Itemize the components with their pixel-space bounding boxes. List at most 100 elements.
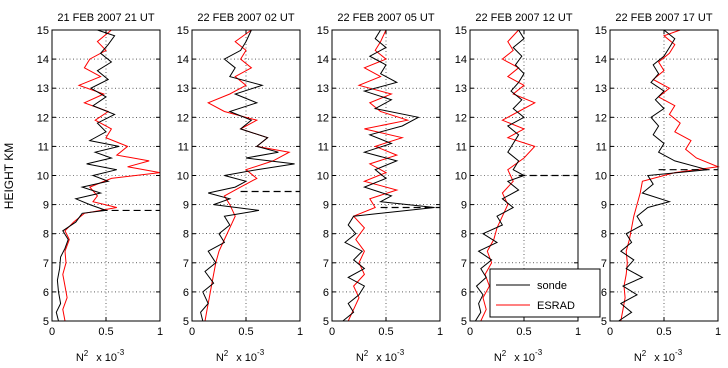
y-tick-label: 14 [455, 54, 467, 66]
y-tick-label: 13 [177, 83, 189, 95]
y-tick-label: 9 [323, 200, 329, 212]
x-axis-label: N2 x 10-3 [634, 348, 683, 364]
x-axis-scale-exponent: -3 [257, 348, 265, 357]
y-tick-label: 14 [317, 54, 329, 66]
x-tick-label: 0.5 [378, 326, 393, 338]
y-tick-label: 11 [318, 141, 329, 153]
x-axis-scale-exponent: -3 [397, 348, 405, 357]
panel-1: 5 6 7 8 9 10 11 12 13 14 15 0 0.5 1 21 FEB 2007 21 UT N… [37, 12, 163, 364]
x-tick-label: 0 [189, 326, 195, 338]
y-tick-label: 15 [455, 25, 467, 37]
legend-box [489, 268, 601, 318]
x-tick-label: 1 [297, 326, 303, 338]
y-tick-label: 6 [183, 287, 189, 299]
y-tick-label: 6 [43, 287, 49, 299]
x-axis-scale-exponent: -3 [535, 348, 543, 357]
y-tick-label: 14 [177, 54, 189, 66]
series-line-sonde [342, 29, 435, 322]
y-tick-label: 10 [595, 171, 607, 183]
y-tick-label: 11 [178, 141, 189, 153]
x-axis-label: N2 x 10-3 [494, 348, 543, 364]
x-tick-label: 0 [467, 326, 473, 338]
x-axis-scale: x 10 [376, 352, 397, 364]
x-tick-label: 0 [329, 326, 335, 338]
y-tick-label: 7 [323, 258, 329, 270]
series-line-sonde [618, 29, 708, 322]
y-tick-label: 9 [601, 200, 607, 212]
series-line-esrad [62, 29, 161, 322]
y-tick-label: 15 [595, 25, 607, 37]
y-tick-label: 7 [461, 258, 467, 270]
panel-title: 22 FEB 2007 17 UT [615, 12, 713, 24]
x-axis-label-exponent: 2 [502, 349, 507, 358]
panel-title: 22 FEB 2007 12 UT [475, 12, 573, 24]
y-tick-label: 12 [37, 112, 49, 124]
y-tick-label: 13 [317, 83, 329, 95]
x-axis-scale-exponent: -3 [675, 348, 683, 357]
y-tick-label: 10 [37, 171, 49, 183]
y-tick-label: 6 [601, 287, 607, 299]
series-line-esrad [347, 29, 410, 322]
y-tick-label: 5 [323, 316, 329, 328]
y-tick-label: 8 [323, 229, 329, 241]
y-tick-label: 9 [183, 200, 189, 212]
y-tick-label: 7 [601, 258, 607, 270]
y-tick-label: 5 [461, 316, 467, 328]
x-axis-label-exponent: 2 [224, 349, 229, 358]
y-tick-label: 7 [183, 258, 189, 270]
x-tick-label: 1 [575, 326, 581, 338]
y-tick-label: 14 [37, 54, 49, 66]
x-tick-label: 0.5 [656, 326, 671, 338]
panel-5: 5 6 7 8 9 10 11 12 13 14 15 0 0.5 1 22 FEB 2007 17 UT N… [595, 12, 721, 364]
x-axis-label: N2 x 10-3 [76, 348, 125, 364]
y-tick-label: 8 [601, 229, 607, 241]
y-tick-label: 12 [177, 112, 189, 124]
y-tick-label: 12 [455, 112, 467, 124]
y-tick-label: 13 [37, 83, 49, 95]
panel-title: 22 FEB 2007 05 UT [337, 12, 435, 24]
series-line-sonde [200, 29, 295, 322]
y-tick-label: 10 [177, 171, 189, 183]
x-axis-label: N2 x 10-3 [356, 348, 405, 364]
y-tick-label: 9 [461, 200, 467, 212]
y-tick-label: 6 [461, 287, 467, 299]
y-tick-label: 11 [596, 141, 607, 153]
y-tick-label: 8 [183, 229, 189, 241]
series-line-esrad [620, 29, 720, 322]
x-axis-label-symbol: N [76, 352, 84, 364]
x-tick-label: 0.5 [516, 326, 531, 338]
x-axis-label-symbol: N [216, 352, 224, 364]
x-tick-label: 1 [157, 326, 163, 338]
y-tick-label: 5 [183, 316, 189, 328]
x-tick-label: 0.5 [238, 326, 253, 338]
y-tick-label: 13 [455, 83, 467, 95]
panel-2: 5 6 7 8 9 10 11 12 13 14 15 0 0.5 1 22 FEB 2007 02 UT N… [177, 12, 303, 364]
x-axis-scale: x 10 [654, 352, 675, 364]
y-axis-label: HEIGHT KM [2, 143, 16, 209]
y-tick-label: 14 [595, 54, 607, 66]
y-tick-label: 5 [601, 316, 607, 328]
y-tick-label: 8 [461, 229, 467, 241]
y-tick-label: 11 [456, 141, 467, 153]
x-axis-label-symbol: N [356, 352, 364, 364]
x-axis-scale-exponent: -3 [117, 348, 125, 357]
panel-title: 22 FEB 2007 02 UT [197, 12, 295, 24]
series-line-esrad [480, 29, 536, 322]
x-axis-scale: x 10 [96, 352, 117, 364]
x-tick-label: 1 [715, 326, 721, 338]
y-tick-label: 5 [43, 316, 49, 328]
x-axis-label-exponent: 2 [364, 349, 369, 358]
panel-3: 5 6 7 8 9 10 11 12 13 14 15 0 0.5 1 22 FEB 2007 05 UT N… [317, 12, 443, 364]
series-line-sonde [55, 29, 120, 322]
y-tick-label: 7 [43, 258, 49, 270]
panel-title: 21 FEB 2007 21 UT [57, 12, 155, 24]
y-tick-label: 9 [43, 200, 49, 212]
y-tick-label: 11 [38, 141, 49, 153]
x-tick-label: 0 [607, 326, 613, 338]
x-axis-label-symbol: N [634, 352, 642, 364]
y-tick-label: 8 [43, 229, 49, 241]
x-axis-scale: x 10 [236, 352, 257, 364]
x-tick-label: 1 [437, 326, 443, 338]
